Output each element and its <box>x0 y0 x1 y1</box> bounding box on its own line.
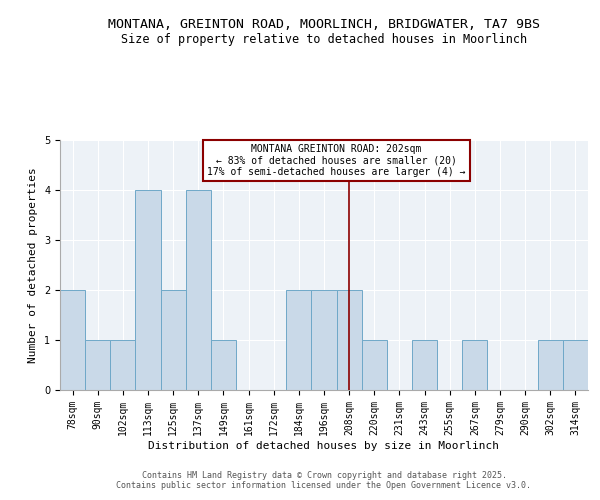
Bar <box>462 340 487 390</box>
Bar <box>362 340 387 390</box>
Bar <box>136 190 161 390</box>
Y-axis label: Number of detached properties: Number of detached properties <box>28 167 38 363</box>
Bar <box>538 340 563 390</box>
Bar <box>311 290 337 390</box>
Text: Size of property relative to detached houses in Moorlinch: Size of property relative to detached ho… <box>121 32 527 46</box>
Text: MONTANA GREINTON ROAD: 202sqm
← 83% of detached houses are smaller (20)
17% of s: MONTANA GREINTON ROAD: 202sqm ← 83% of d… <box>208 144 466 177</box>
Bar <box>412 340 437 390</box>
Bar <box>85 340 110 390</box>
Text: Contains HM Land Registry data © Crown copyright and database right 2025.
Contai: Contains HM Land Registry data © Crown c… <box>116 470 532 490</box>
Bar <box>563 340 588 390</box>
Bar <box>337 290 362 390</box>
Bar <box>110 340 136 390</box>
Bar <box>286 290 311 390</box>
Bar <box>186 190 211 390</box>
X-axis label: Distribution of detached houses by size in Moorlinch: Distribution of detached houses by size … <box>149 440 499 450</box>
Bar <box>60 290 85 390</box>
Bar <box>161 290 186 390</box>
Bar <box>211 340 236 390</box>
Text: MONTANA, GREINTON ROAD, MOORLINCH, BRIDGWATER, TA7 9BS: MONTANA, GREINTON ROAD, MOORLINCH, BRIDG… <box>108 18 540 30</box>
